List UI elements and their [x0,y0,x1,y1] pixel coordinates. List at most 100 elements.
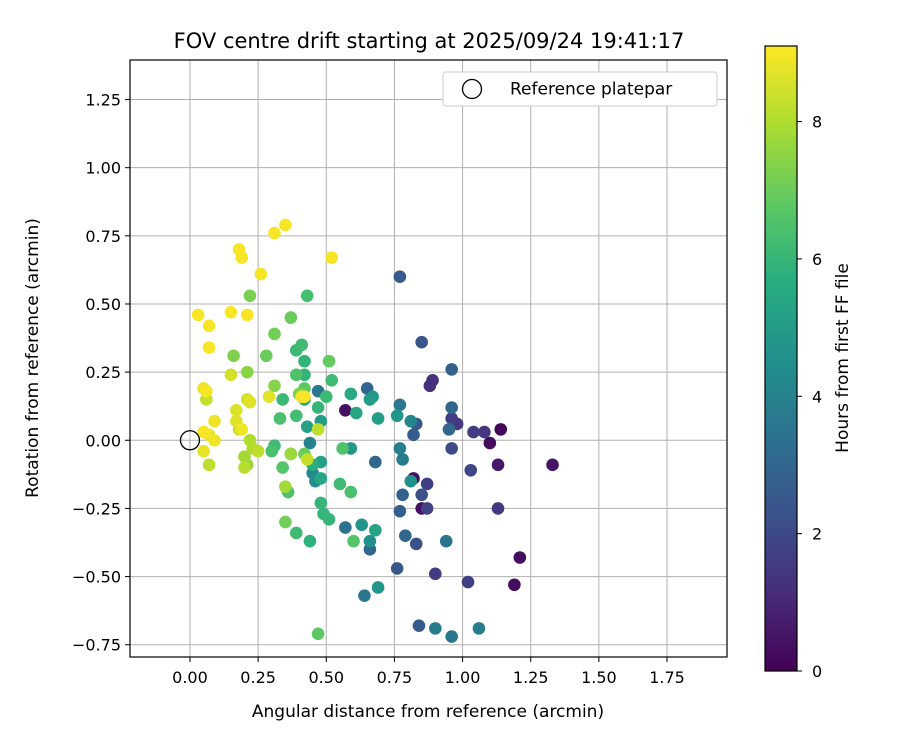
y-axis-ticks: −0.75 −0.50 −0.25 0.00 0.25 0.50 0.75 1.00 1.25 [72,91,130,655]
data-point [300,453,314,466]
data-point [303,534,317,548]
data-point [319,390,333,403]
data-point [311,423,325,436]
x-tick-label: 1.75 [649,668,685,687]
colorbar-tick-label: 4 [812,387,822,406]
y-tick-label: 1.00 [85,159,121,178]
data-point [191,308,205,322]
data-point [243,395,257,409]
data-point [311,627,325,641]
data-point [202,458,216,472]
data-point [404,474,418,488]
data-point [420,477,434,491]
x-axis-label: Angular distance from reference (arcmin) [252,702,604,722]
y-tick-label: 0.25 [85,363,121,382]
data-point [303,436,317,450]
data-point [208,414,221,428]
legend: Reference platepar [442,71,718,107]
data-point [371,581,385,594]
colorbar-label: Hours from first FF file [833,263,853,453]
data-point [445,363,458,376]
data-point [314,496,328,510]
data-point [300,420,314,433]
data-point [202,341,216,354]
data-point [224,368,238,382]
data-point [407,428,420,442]
data-point [289,526,303,540]
data-point [390,409,404,423]
y-tick-label: 0.50 [85,295,121,314]
reference-marker [179,430,201,451]
data-point [197,444,210,458]
reference-platepar-point [179,430,201,451]
data-point [268,379,281,393]
data-point [358,589,371,602]
data-point [279,480,292,493]
data-point [442,423,456,436]
data-point [240,365,254,379]
colorbar-gradient [764,45,798,672]
data-point [393,504,407,518]
x-tick-label: 0.00 [172,668,208,687]
data-point [311,401,325,414]
data-point [276,461,289,474]
y-axis-label: Rotation from reference (arcmin) [23,218,43,498]
x-tick-label: 0.25 [240,668,276,687]
data-point [339,403,352,417]
data-point [298,354,311,368]
data-point [393,270,407,284]
data-point [404,414,418,428]
data-point [238,450,251,463]
data-point [415,335,428,349]
data-point [289,368,303,382]
data-point [478,425,491,439]
data-point [238,461,251,474]
y-tick-label: −0.50 [72,568,121,587]
data-point [262,390,276,403]
data-point [273,412,287,425]
data-point [251,444,265,458]
data-point [439,534,453,548]
grid-lines [130,60,727,657]
data-point [265,444,279,458]
y-tick-label: 1.25 [85,91,121,110]
data-point [200,384,213,398]
data-point [344,485,358,499]
data-point [363,534,377,548]
data-point [300,289,314,303]
data-point [260,349,273,363]
data-point [227,349,240,363]
legend-box [442,71,718,107]
data-point [276,393,289,406]
data-point [369,455,382,469]
data-point [197,425,210,439]
data-point [339,521,352,534]
data-point [298,390,311,403]
legend-marker-icon [461,78,483,100]
colorbar-tick-label: 2 [812,525,822,544]
data-point [349,406,363,420]
data-point [325,374,339,387]
data-point [268,226,281,240]
data-point [415,488,428,502]
colorbar-tick-label: 8 [812,113,822,132]
data-point [202,319,216,333]
data-point [429,567,442,581]
plot-frame [129,59,728,658]
data-point [363,393,377,406]
data-point [371,412,385,425]
colorbar-ticks: 0 2 4 6 8 [797,113,822,681]
data-point [445,401,458,414]
x-tick-label: 1.00 [445,668,481,687]
data-point [508,578,521,592]
data-point [284,311,298,324]
data-point [224,305,238,319]
data-points [191,218,559,643]
data-point [390,562,404,575]
data-point [396,453,409,466]
data-point [369,523,382,537]
data-point [355,518,369,532]
x-tick-label: 1.25 [513,668,549,687]
data-point [279,515,292,529]
